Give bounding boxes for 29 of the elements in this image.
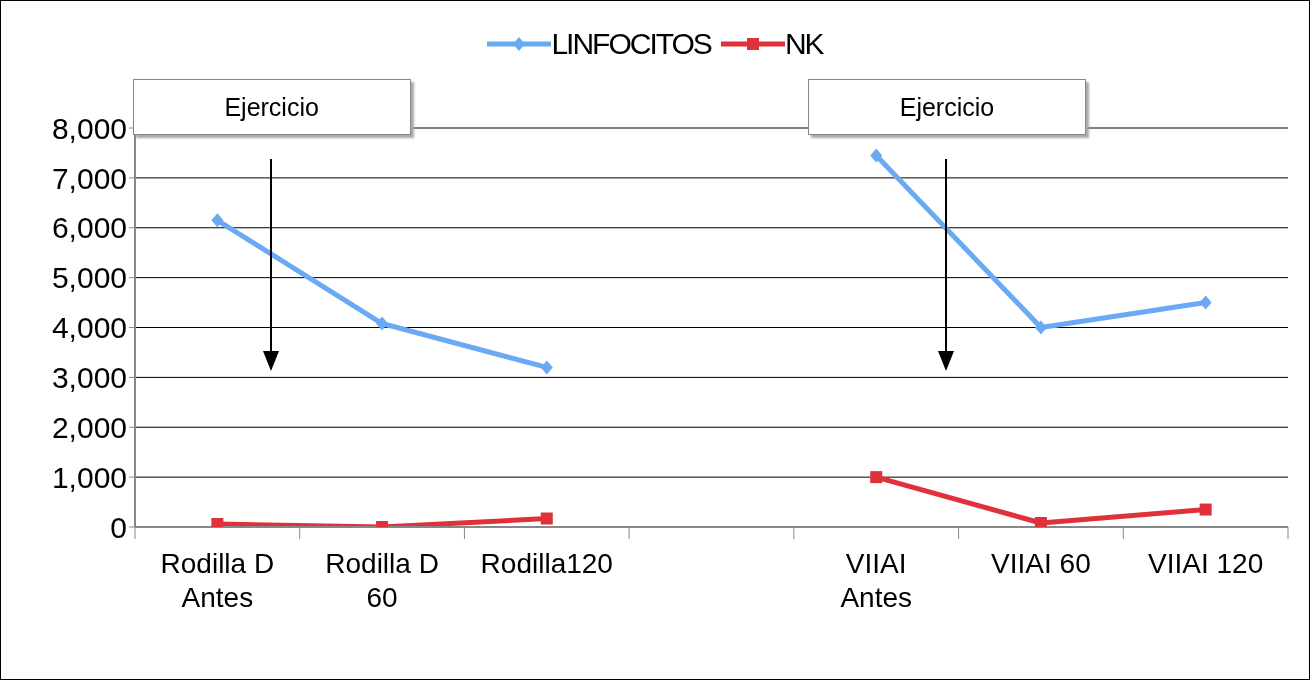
x-tick-label: Rodilla D 60	[325, 548, 439, 613]
text-box: Ejercicio	[132, 79, 411, 135]
y-tick-label: 7,000	[51, 161, 127, 195]
point	[211, 213, 224, 228]
x-tick-label: VIIAI 120	[1148, 548, 1264, 579]
point	[376, 316, 389, 331]
y-tick-label: 8,000	[51, 111, 127, 145]
point	[870, 148, 883, 163]
y-tick-label: 6,000	[51, 211, 127, 245]
point	[1034, 320, 1047, 335]
y-tick-label: 1,000	[51, 460, 127, 494]
x-tick-label: Rodilla D Antes	[160, 548, 275, 613]
x-tick-label: VIIAI Antes	[840, 548, 913, 613]
legend-label: LINFOCITOS	[551, 27, 711, 61]
x-tick-label: Rodilla120	[480, 548, 613, 579]
y-tick-label: 2,000	[51, 410, 127, 444]
point	[540, 512, 553, 525]
point	[540, 360, 553, 375]
point	[1199, 503, 1212, 516]
text-box: Ejercicio	[808, 79, 1086, 135]
legend-label: NK	[784, 27, 823, 61]
y-tick-label: 3,000	[51, 361, 127, 395]
x-tick-label: VIIAI 60	[991, 548, 1091, 579]
y-tick-label: 0	[110, 510, 127, 544]
point	[1034, 517, 1047, 527]
point	[870, 471, 883, 484]
y-tick-label: 4,000	[51, 311, 127, 345]
point	[1199, 295, 1212, 310]
y-tick-label: 5,000	[51, 261, 127, 295]
